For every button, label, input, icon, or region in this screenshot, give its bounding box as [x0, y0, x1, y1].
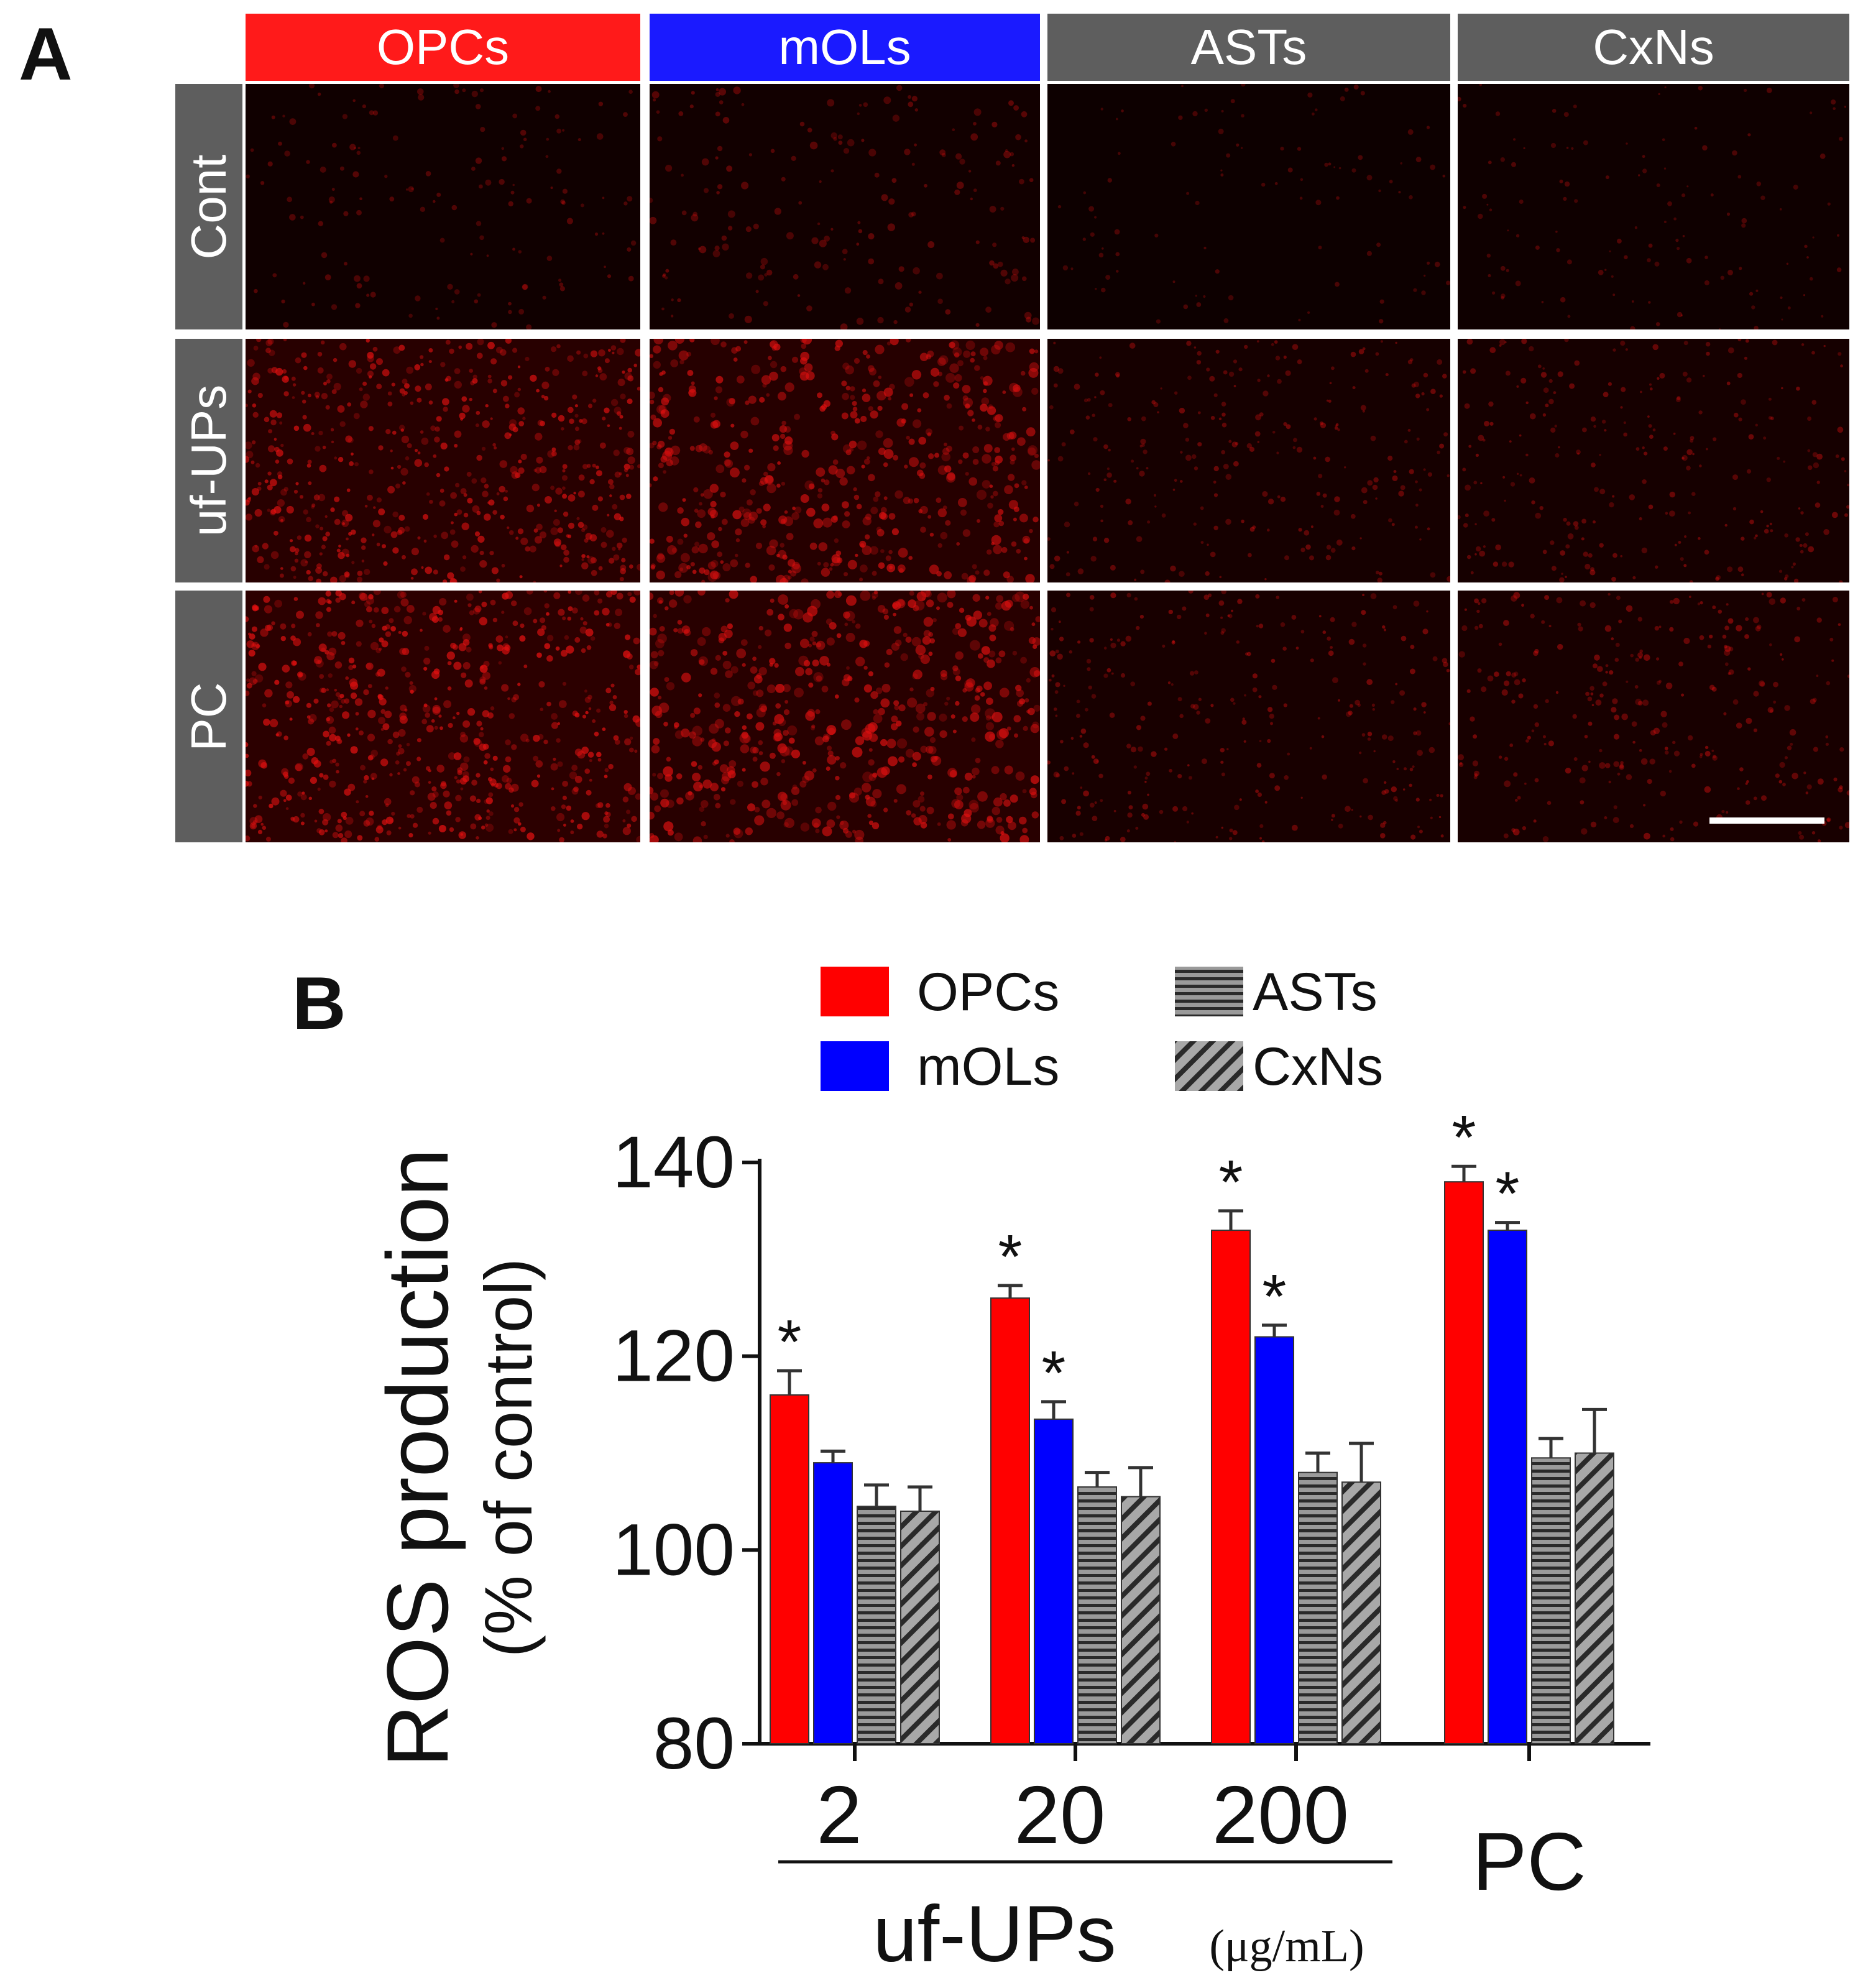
column-header-asts: ASTs [1047, 14, 1450, 81]
bar-asts-pc [1531, 1457, 1571, 1745]
bar-opcs-2 [770, 1394, 809, 1744]
scale-bar [1709, 817, 1824, 824]
bar-mols-200 [1254, 1336, 1294, 1744]
y-tick-label-100: 100 [612, 1509, 735, 1591]
legend-label-asts: ASTs [1253, 962, 1378, 1022]
panel-b-letter: B [292, 962, 346, 1045]
significance-opcs-200: * [1219, 1148, 1243, 1217]
legend-swatch-cxns [1175, 1041, 1243, 1091]
bar-mols-2 [813, 1462, 853, 1744]
bar-asts-2 [857, 1506, 896, 1745]
micrograph-cont-asts [1047, 84, 1450, 329]
micrograph-pc-opcs [246, 591, 640, 842]
micrograph-cont-opcs [246, 84, 640, 329]
column-header-cxns: CxNs [1458, 14, 1849, 81]
ros-bar-chart: OPCs mOLs ASTs CxNs 80 100 120 140 * * * * * * * 2 20… [369, 962, 1650, 1979]
micrograph-uf-ups-cxns [1458, 339, 1849, 582]
y-tick-label-120: 120 [612, 1315, 735, 1397]
significance-mols-pc: * [1496, 1159, 1520, 1229]
significance-opcs-20: * [998, 1222, 1023, 1292]
bar-mols-20 [1034, 1418, 1074, 1744]
row-header-uf-ups: uf-UPs [175, 339, 242, 582]
group-label: uf-UPs [873, 1890, 1116, 1979]
micrograph-pc-asts [1047, 591, 1450, 842]
x-label-pc: PC [1472, 1816, 1586, 1907]
unit-label: (μg/mL) [1209, 1921, 1364, 1972]
y-tick-label-140: 140 [612, 1121, 735, 1203]
bar-cxns-2 [900, 1511, 940, 1744]
bar-opcs-20 [990, 1297, 1030, 1744]
column-header-opcs: OPCs [246, 14, 640, 81]
bar-mols-pc [1488, 1230, 1527, 1744]
chart-legend: OPCs mOLs ASTs CxNs [821, 962, 1383, 1097]
bar-cxns-200 [1341, 1481, 1381, 1744]
legend-label-opcs: OPCs [917, 962, 1059, 1022]
row-header-cont: Cont [175, 84, 242, 329]
bar-cxns-20 [1121, 1496, 1161, 1744]
bar-opcs-200 [1211, 1230, 1251, 1744]
legend-swatch-asts [1175, 967, 1243, 1016]
micrograph-cont-cxns [1458, 84, 1849, 329]
micrograph-uf-ups-mols [650, 339, 1040, 582]
y-axis-subtitle: (% of control) [471, 1258, 546, 1657]
micrograph-uf-ups-opcs [246, 339, 640, 582]
significance-mols-20: * [1042, 1338, 1066, 1408]
x-label-20: 20 [1014, 1769, 1106, 1861]
bar-asts-20 [1077, 1486, 1117, 1745]
x-label-200: 200 [1212, 1769, 1349, 1861]
row-header-pc: PC [175, 591, 242, 842]
y-tick-label-80: 80 [653, 1703, 735, 1785]
bar-cxns-pc [1575, 1452, 1614, 1744]
bar-asts-200 [1298, 1471, 1338, 1745]
chart-bars: * * * * * * * [770, 1103, 1614, 1745]
significance-opcs-pc: * [1452, 1103, 1476, 1172]
panel-a-letter: A [19, 12, 73, 96]
y-axis-title: ROS production (% of control) [369, 1148, 546, 1767]
micrograph-pc-cxns [1458, 591, 1849, 842]
micrograph-uf-ups-asts [1047, 339, 1450, 582]
x-label-2: 2 [816, 1769, 862, 1861]
x-axis-labels: 2 20 200 PC uf-UPs (μg/mL) [778, 1769, 1586, 1979]
significance-opcs-2: * [778, 1307, 802, 1377]
bar-opcs-pc [1444, 1181, 1484, 1744]
micrograph-pc-mols [650, 591, 1040, 842]
y-axis-title: ROS production [369, 1148, 466, 1767]
legend-swatch-opcs [821, 967, 889, 1016]
significance-mols-200: * [1263, 1262, 1287, 1332]
column-header-mols: mOLs [650, 14, 1040, 81]
legend-label-mols: mOLs [917, 1037, 1059, 1097]
legend-swatch-mols [821, 1041, 889, 1091]
legend-label-cxns: CxNs [1253, 1037, 1383, 1097]
micrograph-cont-mols [650, 84, 1040, 329]
